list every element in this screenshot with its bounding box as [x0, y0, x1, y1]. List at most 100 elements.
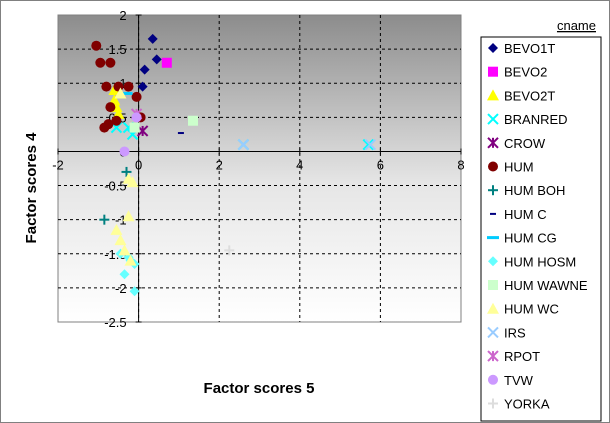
legend-item-bevo1t: BEVO1T: [488, 41, 555, 56]
legend-marker-bevo2: [488, 66, 498, 77]
legend-label-crow: CROW: [504, 136, 546, 151]
legend-label-bevo2: BEVO2: [504, 65, 547, 80]
x-tick-label: 2: [216, 157, 223, 172]
legend-marker-rpot: [487, 350, 499, 362]
point-hum-wc: [124, 254, 137, 266]
point-hum: [111, 115, 122, 126]
y-tick-label: 1: [119, 76, 126, 91]
legend-label-hum-wawne: HUM WAWNE: [504, 278, 588, 293]
legend-title: cname: [557, 18, 596, 33]
legend-label-hum-wc: HUM WC: [504, 302, 559, 317]
point-hum: [101, 81, 112, 92]
point-branred: [362, 138, 375, 151]
legend: cname BEVO1T BEVO2 BEVO2T BRANRED CROW HUM HUM…: [480, 18, 602, 422]
legend-marker-hum: [488, 161, 498, 172]
x-tick-label: 0: [135, 157, 142, 172]
y-tick-label: 2: [119, 8, 126, 23]
point-hum-wc: [114, 87, 127, 99]
legend-label-branred: BRANRED: [504, 112, 568, 127]
point-tvw: [131, 112, 142, 123]
point-hum: [91, 40, 102, 51]
point-irs: [237, 138, 250, 151]
y-tick-label: 1.5: [109, 42, 127, 57]
point-bevo1t: [139, 64, 150, 75]
y-tick-label: -0.5: [104, 179, 126, 194]
legend-marker-crow: [487, 137, 499, 149]
point-hum-wc: [118, 244, 131, 256]
point-yorka: [224, 245, 235, 256]
point-tvw: [119, 146, 130, 157]
legend-item-bevo2: BEVO2: [488, 65, 547, 80]
legend-item-rpot: RPOT: [487, 349, 540, 364]
point-hum: [123, 81, 134, 92]
legend-item-hum: HUM: [488, 160, 534, 175]
legend-item-hum-wawne: HUM WAWNE: [488, 278, 588, 293]
point-hum-hosm: [129, 286, 140, 297]
legend-item-hum-c: HUM C: [490, 207, 547, 222]
y-tick-label: -2: [115, 281, 127, 296]
x-tick-label: 8: [457, 157, 464, 172]
legend-marker-bevo2t: [487, 89, 499, 101]
point-hum-wawne: [188, 115, 199, 126]
legend-box: [480, 36, 602, 422]
y-axis-title: Factor scores 4: [23, 132, 40, 244]
legend-marker-branred: [487, 113, 499, 125]
point-hum: [95, 57, 106, 68]
legend-label-bevo1t: BEVO1T: [504, 41, 555, 56]
legend-label-hum-boh: HUM BOH: [504, 183, 565, 198]
x-tick-label: 6: [377, 157, 384, 172]
point-hum-wc: [122, 210, 135, 222]
legend-marker-yorka: [488, 398, 498, 409]
point-irs: [364, 138, 377, 151]
y-tick-label: -1: [115, 213, 127, 228]
legend-item-branred: BRANRED: [487, 112, 568, 127]
legend-label-irs: IRS: [504, 325, 526, 340]
legend-marker-bevo1t: [488, 43, 498, 53]
legend-item-crow: CROW: [487, 136, 546, 151]
x-tick-label: 4: [296, 157, 303, 172]
point-hum-wc: [122, 172, 135, 184]
legend-marker-hum-boh: [488, 185, 498, 196]
point-hum: [99, 122, 110, 133]
point-bevo2: [161, 57, 172, 68]
point-hum: [105, 57, 116, 68]
legend-marker-hum-wawne: [488, 280, 498, 290]
legend-marker-irs: [487, 326, 499, 339]
point-hum: [131, 91, 142, 102]
x-tick-label: -2: [52, 157, 64, 172]
point-hum: [113, 81, 124, 92]
point-hum-boh: [121, 166, 132, 177]
legend-marker-hum-hosm: [488, 256, 498, 267]
legend-label-rpot: RPOT: [504, 349, 540, 364]
legend-item-tvw: TVW: [488, 373, 534, 388]
point-bevo1t: [147, 33, 158, 44]
point-hum-wawne: [129, 122, 140, 133]
legend-marker-hum-wc: [487, 302, 499, 314]
y-tick-label: -2.5: [104, 315, 126, 330]
legend-item-hum-boh: HUM BOH: [488, 183, 565, 198]
point-hum-wc: [114, 234, 127, 246]
legend-label-tvw: TVW: [504, 373, 534, 388]
legend-item-hum-cg: HUM CG: [487, 231, 557, 246]
point-hum-boh: [99, 214, 110, 225]
point-hum-wc: [110, 223, 123, 235]
legend-item-irs: IRS: [487, 325, 526, 340]
point-bevo1t: [137, 81, 148, 92]
legend-label-hum: HUM: [504, 160, 534, 175]
legend-item-hum-wc: HUM WC: [487, 302, 559, 317]
x-axis-title: Factor scores 5: [204, 380, 315, 397]
legend-label-hum-hosm: HUM HOSM: [504, 254, 576, 269]
point-hum-hosm: [119, 269, 130, 280]
legend-item-hum-hosm: HUM HOSM: [488, 254, 576, 269]
legend-item-bevo2t: BEVO2T: [487, 88, 555, 103]
point-hum: [105, 102, 116, 113]
legend-label-hum-cg: HUM CG: [504, 231, 557, 246]
legend-label-yorka: YORKA: [504, 397, 550, 412]
plot-background: [57, 14, 462, 323]
legend-marker-tvw: [488, 374, 498, 385]
legend-label-bevo2t: BEVO2T: [504, 88, 555, 103]
legend-label-hum-c: HUM C: [504, 207, 547, 222]
point-bevo1t: [151, 54, 162, 65]
